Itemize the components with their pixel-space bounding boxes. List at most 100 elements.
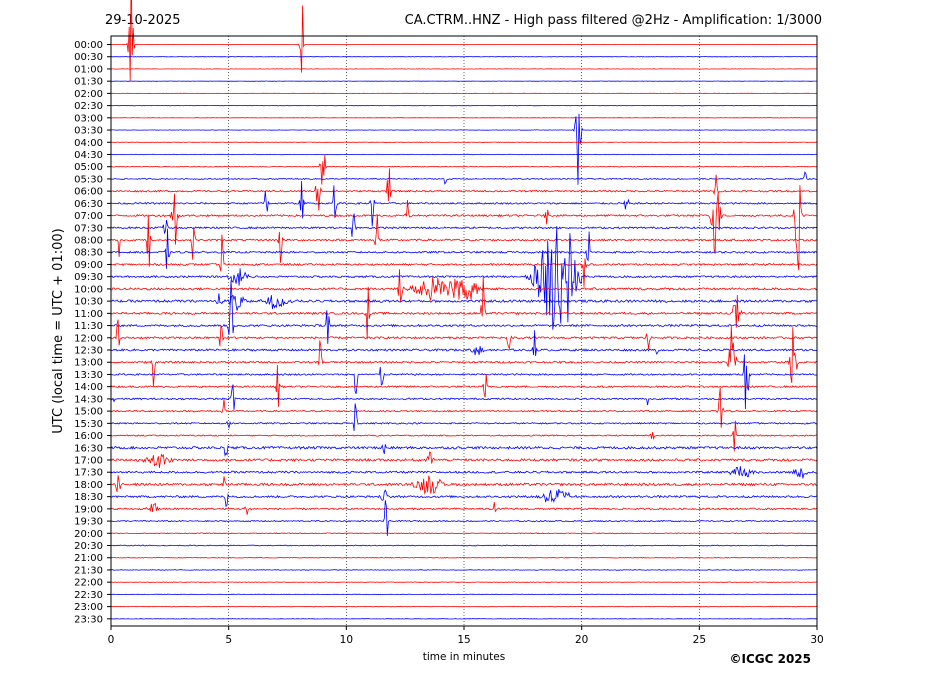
y-tick-label: 08:00 bbox=[74, 236, 103, 247]
y-tick-label: 09:30 bbox=[74, 272, 103, 283]
trace-line bbox=[110, 544, 818, 547]
trace-line bbox=[110, 330, 818, 357]
y-tick-label: 18:00 bbox=[74, 480, 103, 491]
y-tick-label: 15:00 bbox=[74, 407, 103, 418]
y-tick-label: 19:00 bbox=[74, 504, 103, 515]
y-tick-label: 22:30 bbox=[74, 590, 103, 601]
trace-line bbox=[111, 569, 817, 571]
trace-line bbox=[110, 228, 818, 269]
y-tick-label: 14:00 bbox=[74, 382, 103, 393]
trace-line bbox=[110, 387, 818, 428]
trace-line bbox=[110, 0, 818, 81]
trace-line bbox=[110, 168, 818, 211]
y-axis-label: UTC (local time = UTC + 01:00) bbox=[51, 228, 66, 433]
y-tick-label: 00:30 bbox=[74, 52, 103, 63]
trace-line bbox=[110, 354, 818, 410]
y-tick-label: 13:00 bbox=[74, 358, 103, 369]
trace-line bbox=[110, 364, 818, 407]
y-tick-label: 12:30 bbox=[74, 346, 103, 357]
y-tick-label: 09:00 bbox=[74, 260, 103, 271]
chart-title: CA.CTRM..HNZ - High pass filtered @2Hz -… bbox=[405, 13, 822, 28]
x-tick-label: 20 bbox=[575, 634, 588, 646]
trace-line bbox=[110, 451, 818, 468]
y-tick-label: 05:00 bbox=[74, 162, 103, 173]
y-tick-label: 01:00 bbox=[74, 64, 103, 75]
y-tick-label: 12:00 bbox=[74, 333, 103, 344]
chart-date: 29-10-2025 bbox=[105, 13, 181, 28]
y-tick-label: 21:00 bbox=[74, 553, 103, 564]
y-tick-label: 07:00 bbox=[74, 211, 103, 222]
y-tick-label: 21:30 bbox=[74, 565, 103, 576]
trace-line bbox=[110, 444, 818, 457]
y-tick-label: 02:30 bbox=[74, 101, 103, 112]
trace-line bbox=[110, 489, 818, 508]
y-tick-label: 08:30 bbox=[74, 248, 103, 259]
trace-line bbox=[110, 113, 818, 185]
x-tick-label: 5 bbox=[225, 634, 232, 646]
y-tick-label: 11:00 bbox=[74, 309, 103, 320]
y-tick-label: 13:30 bbox=[74, 370, 103, 381]
y-tick-label: 22:00 bbox=[74, 578, 103, 589]
trace-line bbox=[111, 293, 817, 311]
y-tick-label: 20:00 bbox=[74, 529, 103, 540]
trace-line bbox=[110, 226, 818, 330]
trace-line bbox=[111, 269, 818, 302]
trace-line bbox=[110, 280, 818, 344]
y-tick-label: 04:00 bbox=[74, 138, 103, 149]
trace-line bbox=[110, 153, 818, 156]
trace-line bbox=[110, 319, 818, 350]
y-tick-label: 14:30 bbox=[74, 394, 103, 405]
y-tick-label: 03:00 bbox=[74, 113, 103, 124]
y-tick-label: 01:30 bbox=[74, 77, 103, 88]
trace-line bbox=[110, 155, 818, 185]
y-tick-label: 23:00 bbox=[74, 602, 103, 613]
y-tick-label: 19:30 bbox=[74, 517, 103, 528]
y-tick-label: 06:30 bbox=[74, 199, 103, 210]
y-tick-label: 17:00 bbox=[74, 455, 103, 466]
y-tick-label: 00:00 bbox=[74, 40, 103, 51]
y-tick-label: 17:30 bbox=[74, 468, 103, 479]
trace-line bbox=[110, 213, 818, 237]
copyright-text: ©ICGC 2025 bbox=[729, 652, 811, 666]
x-axis-ticks: 0 5 10 15 20 25 30 bbox=[108, 626, 824, 646]
y-tick-label: 03:30 bbox=[74, 126, 103, 137]
y-tick-label: 15:30 bbox=[74, 419, 103, 430]
y-tick-label: 16:00 bbox=[74, 431, 103, 442]
trace-line bbox=[110, 581, 817, 583]
trace-line bbox=[110, 500, 818, 536]
y-tick-label: 16:30 bbox=[74, 443, 103, 454]
trace-line bbox=[110, 234, 818, 287]
trace-line bbox=[110, 214, 818, 267]
trace-line bbox=[110, 384, 818, 410]
trace-line bbox=[110, 502, 818, 515]
y-tick-label: 06:00 bbox=[74, 187, 103, 198]
y-tick-label: 23:30 bbox=[74, 614, 103, 625]
y-tick-label: 11:30 bbox=[74, 321, 103, 332]
y-tick-label: 10:00 bbox=[74, 284, 103, 295]
trace-line bbox=[110, 475, 818, 495]
x-axis-label: time in minutes bbox=[423, 651, 505, 663]
grid-lines bbox=[228, 36, 700, 626]
y-tick-label: 05:30 bbox=[74, 174, 103, 185]
y-tick-label: 07:30 bbox=[74, 223, 103, 234]
y-tick-label: 10:30 bbox=[74, 297, 103, 308]
x-tick-label: 15 bbox=[457, 634, 470, 646]
y-tick-label: 02:00 bbox=[74, 89, 103, 100]
x-tick-label: 25 bbox=[693, 634, 706, 646]
trace-line bbox=[110, 403, 818, 431]
trace-line bbox=[111, 325, 818, 387]
trace-line bbox=[110, 532, 818, 535]
trace-line bbox=[110, 185, 817, 271]
seismic-traces bbox=[110, 0, 818, 620]
x-tick-label: 0 bbox=[108, 634, 115, 646]
x-tick-label: 10 bbox=[340, 634, 353, 646]
y-tick-label: 18:30 bbox=[74, 492, 103, 503]
trace-line bbox=[110, 276, 818, 340]
trace-line bbox=[110, 181, 818, 227]
trace-line bbox=[111, 171, 818, 185]
x-tick-label: 30 bbox=[810, 634, 823, 646]
trace-line bbox=[110, 556, 818, 559]
trace-line bbox=[110, 420, 818, 452]
